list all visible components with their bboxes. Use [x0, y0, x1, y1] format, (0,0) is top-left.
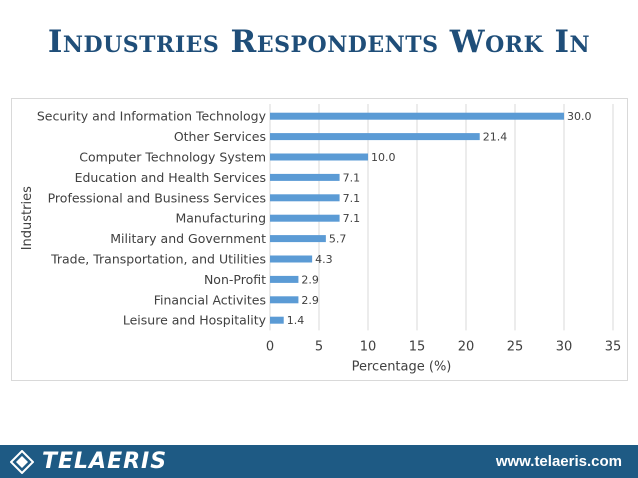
bar	[270, 255, 313, 263]
category-label: Trade, Transportation, and Utilities	[50, 252, 266, 267]
brand-name: TELAERIS	[42, 449, 168, 474]
data-label: 30.0	[567, 110, 592, 123]
category-label: Education and Health Services	[75, 170, 266, 185]
x-axis-title: Percentage (%)	[352, 359, 452, 374]
diamond-logo-icon	[10, 450, 34, 474]
slide-title: Industries Respondents Work In	[47, 24, 591, 60]
category-label: Leisure and Hospitality	[123, 313, 267, 328]
telaeris-logo: TELAERIS	[10, 450, 167, 474]
x-tick-label: 10	[360, 339, 377, 354]
bar-chart: 0 5 10 15 20 25 30 35 Security and Information T…	[20, 104, 622, 374]
bar	[270, 296, 299, 304]
bar	[270, 153, 368, 161]
bar	[270, 316, 284, 324]
data-label: 1.4	[287, 314, 305, 327]
bar	[270, 133, 480, 141]
x-tick-label: 30	[556, 339, 573, 354]
data-label: 2.9	[301, 294, 319, 307]
data-label: 7.1	[343, 212, 361, 225]
bar	[270, 275, 299, 283]
bar	[270, 194, 340, 202]
y-axis-title: Industries	[20, 186, 35, 250]
category-label: Financial Activites	[154, 292, 266, 307]
chart-frame: 0 5 10 15 20 25 30 35 Security and Information T…	[11, 98, 628, 381]
x-tick-label: 5	[315, 339, 323, 354]
data-label: 7.1	[343, 192, 361, 205]
data-label: 4.3	[315, 253, 333, 266]
bar	[270, 173, 340, 181]
category-label: Other Services	[174, 129, 266, 144]
footer-bar: TELAERIS www.telaeris.com	[0, 445, 638, 478]
data-label: 21.4	[483, 131, 508, 144]
bar	[270, 235, 326, 243]
x-tick-label: 20	[458, 339, 475, 354]
category-label: Security and Information Technology	[37, 109, 267, 124]
category-label: Non-Profit	[204, 272, 266, 287]
data-label: 5.7	[329, 233, 347, 246]
category-label: Military and Government	[110, 231, 266, 246]
bar	[270, 112, 564, 120]
data-label: 2.9	[301, 273, 319, 286]
data-label: 7.1	[343, 171, 361, 184]
x-tick-label: 35	[605, 339, 622, 354]
category-label: Manufacturing	[175, 211, 266, 226]
category-label: Professional and Business Services	[48, 190, 266, 205]
x-tick-label: 25	[507, 339, 524, 354]
category-label: Computer Technology System	[79, 150, 266, 165]
x-tick-label: 15	[409, 339, 426, 354]
data-label: 10.0	[371, 151, 396, 164]
bar	[270, 214, 340, 222]
website-url[interactable]: www.telaeris.com	[495, 453, 622, 470]
x-tick-label: 0	[266, 339, 274, 354]
